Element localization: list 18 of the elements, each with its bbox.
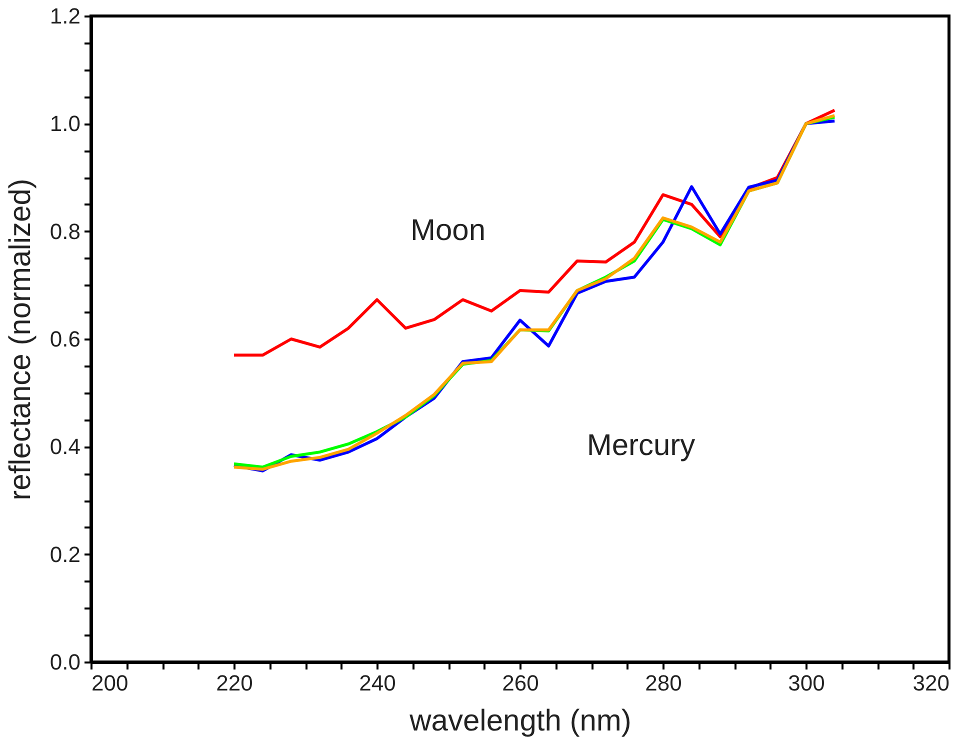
x-axis-title: wavelength (nm) <box>408 704 632 738</box>
annotation: Mercury <box>586 429 696 462</box>
x-tick-label: 220 <box>216 670 253 696</box>
y-tick-label: 0.0 <box>50 650 80 674</box>
x-tick-label: 320 <box>912 670 950 696</box>
y-tick-label: 0.8 <box>50 218 80 244</box>
x-tick-label: 280 <box>645 670 682 696</box>
y-axis-title: reflectance (normalized) <box>4 178 37 500</box>
y-tick-label: 1.0 <box>50 111 80 136</box>
x-tick-label: 200 <box>92 670 128 696</box>
y-tick-label: 0.2 <box>50 542 80 567</box>
y-tick-label: 0.6 <box>50 326 80 352</box>
x-tick-label: 300 <box>788 670 825 696</box>
annotation: Moon <box>410 214 486 247</box>
y-tick-label: 0.4 <box>50 434 80 460</box>
y-tick-label: 1.2 <box>50 4 80 28</box>
x-tick-label: 240 <box>359 670 396 696</box>
x-tick-label: 260 <box>502 670 539 696</box>
